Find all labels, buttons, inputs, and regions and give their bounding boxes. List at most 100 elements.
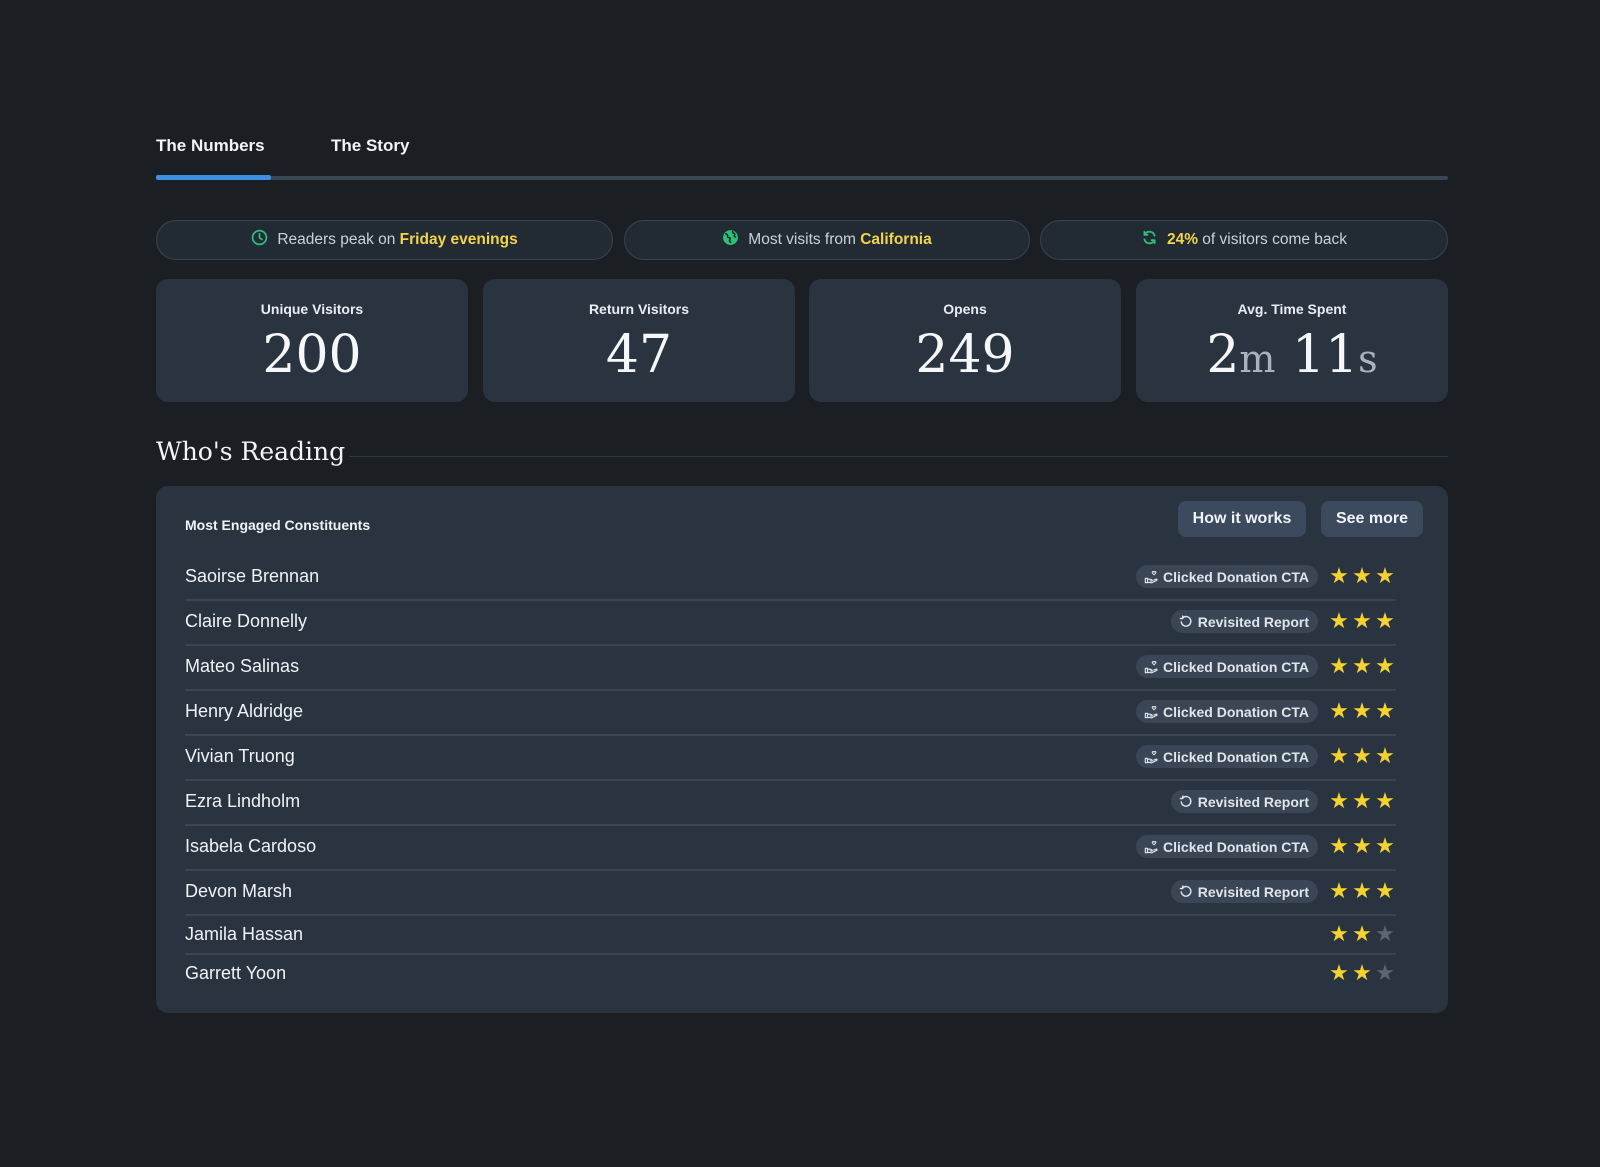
insight-pills: Readers peak on Friday evenings Most vis… [156,220,1448,260]
engagement-rating: ★ ★ ★ [1328,744,1396,768]
badge-label: Clicked Donation CTA [1163,658,1309,675]
star-filled-icon: ★ [1329,563,1349,588]
star-filled-icon: ★ [1329,921,1349,946]
engaged-constituents-panel: Most Engaged Constituents How it works S… [156,486,1448,1013]
star-filled-icon: ★ [1329,698,1349,723]
constituent-row[interactable]: Claire Donnelly Revisited Report ★ ★ ★ [185,601,1396,646]
star-filled-icon: ★ [1329,788,1349,813]
stat-label: Unique Visitors [260,301,364,317]
constituent-list: Saoirse Brennan Clicked Donation CTA ★ ★ ★ Cl… [185,556,1396,994]
constituent-name: Saoirse Brennan [185,566,320,586]
badge-label: Clicked Donation CTA [1163,748,1309,765]
activity-badge: Clicked Donation CTA [1136,835,1318,858]
minutes-unit: m [1239,337,1276,381]
constituent-name: Devon Marsh [185,881,293,901]
star-filled-icon: ★ [1329,960,1349,985]
insight-text: Most visits from [748,231,861,248]
clock-icon [251,229,268,251]
donation-hand-icon [1144,705,1158,719]
star-empty-icon: ★ [1375,921,1395,946]
star-filled-icon: ★ [1352,653,1372,678]
constituent-row[interactable]: Jamila Hassan ★ ★ ★ [185,916,1396,955]
stat-card-avg-time: Avg. Time Spent 2m 11s [1136,279,1448,402]
section-title: Who's Reading [156,437,346,466]
donation-hand-icon [1144,750,1158,764]
activity-badge: Clicked Donation CTA [1136,700,1318,723]
tab-the-story[interactable]: The Story [331,136,410,155]
constituent-name: Claire Donnelly [185,611,308,631]
star-filled-icon: ★ [1352,833,1372,858]
activity-badge: Revisited Report [1170,790,1318,813]
star-filled-icon: ★ [1352,743,1372,768]
stat-value: 2m 11s [1136,325,1448,385]
engagement-rating: ★ ★ ★ [1328,879,1396,903]
stat-cards: Unique Visitors 200 Return Visitors 47 O… [156,279,1448,402]
star-filled-icon: ★ [1375,788,1395,813]
stat-label: Return Visitors [588,301,690,317]
star-filled-icon: ★ [1352,563,1372,588]
tab-track [156,176,1448,180]
how-it-works-button[interactable]: How it works [1178,501,1306,537]
activity-badge: Clicked Donation CTA [1136,655,1318,678]
engagement-rating: ★ ★ ★ [1328,922,1396,946]
star-filled-icon: ★ [1352,608,1372,633]
revisit-icon [1179,614,1193,629]
activity-badge: Clicked Donation CTA [1136,745,1318,768]
star-filled-icon: ★ [1352,960,1372,985]
star-filled-icon: ★ [1375,743,1395,768]
stat-card-return-visitors: Return Visitors 47 [483,279,795,402]
star-filled-icon: ★ [1329,653,1349,678]
constituent-row[interactable]: Mateo Salinas Clicked Donation CTA ★ ★ ★ [185,646,1396,691]
insight-highlight: Friday evenings [399,231,518,248]
engagement-rating: ★ ★ ★ [1328,961,1396,985]
refresh-icon [1141,229,1158,251]
constituent-row[interactable]: Devon Marsh Revisited Report ★ ★ ★ [185,871,1396,916]
stat-card-opens: Opens 249 [809,279,1121,402]
constituent-row[interactable]: Ezra Lindholm Revisited Report ★ ★ ★ [185,781,1396,826]
stat-value: 249 [915,325,1015,385]
constituent-row[interactable]: Vivian Truong Clicked Donation CTA ★ ★ ★ [185,736,1396,781]
constituent-row[interactable]: Henry Aldridge Clicked Donation CTA ★ ★ ★ [185,691,1396,736]
minutes-value: 2 [1206,325,1240,385]
star-filled-icon: ★ [1375,833,1395,858]
donation-hand-icon [1144,660,1158,674]
see-more-button[interactable]: See more [1321,501,1423,537]
star-filled-icon: ★ [1329,833,1349,858]
constituent-row[interactable]: Isabela Cardoso Clicked Donation CTA ★ ★ ★ [185,826,1396,871]
engagement-rating: ★ ★ ★ [1328,789,1396,813]
constituent-row[interactable]: Garrett Yoon ★ ★ ★ [185,955,1396,994]
insight-text: Readers peak on [277,231,400,248]
activity-badge: Clicked Donation CTA [1136,565,1318,588]
seconds-unit: s [1358,337,1378,381]
insight-highlight: California [860,231,932,248]
badge-label: Revisited Report [1197,613,1309,630]
engagement-rating: ★ ★ ★ [1328,699,1396,723]
badge-label: Clicked Donation CTA [1163,703,1309,720]
star-empty-icon: ★ [1375,960,1395,985]
activity-badge: Revisited Report [1170,880,1318,903]
constituent-name: Ezra Lindholm [185,791,301,811]
seconds-value: 11 [1291,325,1359,385]
activity-badge: Revisited Report [1170,610,1318,633]
globe-icon [722,229,739,251]
constituent-name: Henry Aldridge [185,701,304,721]
badge-label: Clicked Donation CTA [1163,838,1309,855]
revisit-icon [1179,884,1193,899]
engagement-rating: ★ ★ ★ [1328,654,1396,678]
stat-label: Avg. Time Spent [1237,301,1347,317]
star-filled-icon: ★ [1352,921,1372,946]
constituent-row[interactable]: Saoirse Brennan Clicked Donation CTA ★ ★ ★ [185,556,1396,601]
star-filled-icon: ★ [1375,608,1395,633]
star-filled-icon: ★ [1329,878,1349,903]
star-filled-icon: ★ [1375,653,1395,678]
star-filled-icon: ★ [1375,878,1395,903]
badge-label: Clicked Donation CTA [1163,568,1309,585]
engagement-rating: ★ ★ ★ [1328,564,1396,588]
stat-label: Opens [943,301,987,317]
star-filled-icon: ★ [1352,878,1372,903]
tab-bar: The Numbers The Story [156,124,1448,181]
engagement-rating: ★ ★ ★ [1328,609,1396,633]
tab-the-numbers[interactable]: The Numbers [156,136,265,155]
insight-pill-return-rate: 24% of visitors come back [1040,220,1448,260]
constituent-name: Garrett Yoon [185,963,287,983]
